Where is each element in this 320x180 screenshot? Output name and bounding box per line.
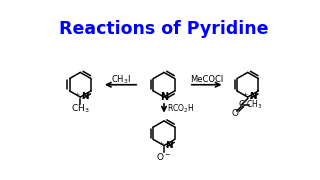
Text: CH$_3$: CH$_3$ (71, 102, 90, 115)
Text: $^+$N: $^+$N (241, 90, 258, 102)
Text: RCO$_2$H: RCO$_2$H (167, 102, 195, 115)
Text: Reactions of Pyridine: Reactions of Pyridine (59, 20, 269, 38)
Text: O: O (232, 109, 239, 118)
Text: CH$_3$: CH$_3$ (246, 98, 262, 111)
Text: C: C (239, 100, 244, 109)
Text: $^+$N: $^+$N (73, 90, 90, 102)
Text: MeCOCl: MeCOCl (190, 75, 223, 84)
Text: $^+$N: $^+$N (157, 139, 174, 151)
Text: O$^-$: O$^-$ (156, 151, 172, 162)
Text: N: N (160, 92, 168, 102)
Text: CH$_3$I: CH$_3$I (111, 73, 131, 86)
